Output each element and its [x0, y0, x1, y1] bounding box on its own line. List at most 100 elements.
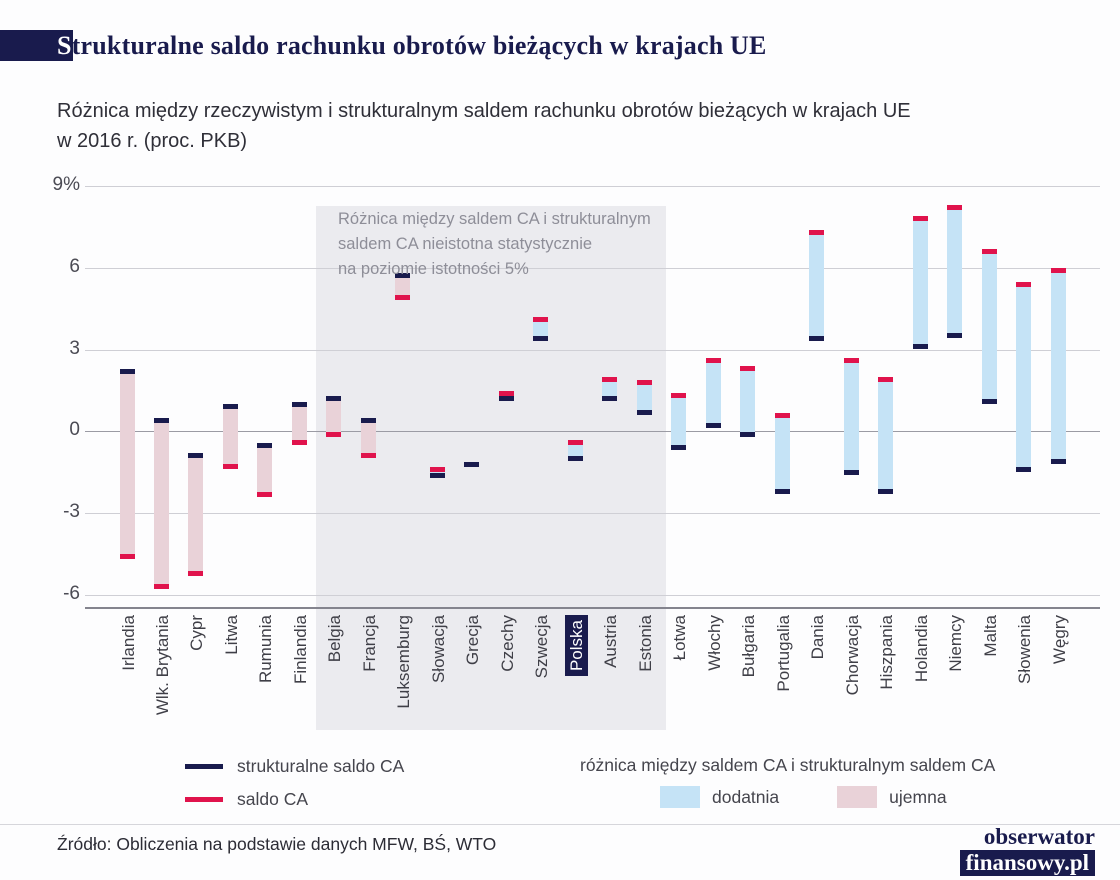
bar-fill [360, 420, 376, 456]
bar-fill [291, 404, 307, 443]
ca-cap [153, 584, 169, 590]
country-label: Irlandia [118, 615, 139, 745]
country-label: Dania [807, 615, 828, 745]
country-label-text: Grecja [463, 615, 483, 666]
country-label: Szwecja [531, 615, 552, 745]
country-label: Malta [980, 615, 1001, 745]
gridline [85, 595, 1100, 597]
title-accent-block [0, 30, 73, 61]
structural-ca-cap [843, 469, 859, 475]
gridline [85, 349, 1100, 351]
logo-finansowy-block: finansowy.pl [959, 850, 1095, 876]
bar-fill [429, 469, 445, 476]
country-label-text: Malta [980, 615, 1000, 657]
ca-cap [257, 491, 273, 497]
country-label: Chorwacja [842, 615, 863, 745]
country-label-text: Dania [808, 615, 828, 660]
bar-fill [153, 420, 169, 587]
structural-ca-cap [498, 396, 514, 402]
country-label: Wlk. Brytania [152, 615, 173, 745]
ca-cap [395, 295, 411, 301]
bar-fill [395, 275, 411, 298]
ca-cap [567, 439, 583, 445]
bar-fill [912, 218, 928, 347]
legend-structural-label: strukturalne saldo CA [237, 756, 405, 776]
country-label: Rumunia [255, 615, 276, 745]
country-label-text: Słowacja [428, 615, 448, 684]
structural-ca-cap [464, 461, 480, 467]
y-tick-label: -6 [63, 583, 80, 605]
ca-cap [222, 464, 238, 470]
bar-fill [1016, 284, 1032, 470]
bar-fill [981, 251, 997, 402]
bar-fill [119, 371, 135, 557]
legend-lines: strukturalne saldo CA saldo CA [185, 750, 404, 816]
bar-fill [671, 395, 687, 448]
highlight-region [315, 206, 667, 730]
country-label: Holandia [911, 615, 932, 745]
positive-diff-label: dodatnia [712, 786, 780, 807]
country-label: Belgia [324, 615, 345, 745]
bar-fill [533, 319, 549, 339]
ca-swatch [185, 797, 223, 802]
source-note: Źródło: Obliczenia na podstawie danych M… [57, 834, 497, 854]
ca-cap [360, 453, 376, 459]
structural-ca-cap [395, 273, 411, 279]
legend-diff-swatches: dodatnia ujemna [660, 786, 947, 808]
ca-cap [533, 317, 549, 323]
bar-fill [567, 442, 583, 459]
legend-structural-row: strukturalne saldo CA [185, 750, 404, 783]
country-label: Słowenia [1014, 615, 1035, 745]
country-label: Luksemburg [393, 615, 414, 745]
ca-cap [705, 358, 721, 364]
country-label: Cypr [186, 615, 207, 745]
structural-ca-cap [153, 418, 169, 424]
gridline [85, 431, 1100, 433]
structural-ca-cap [981, 398, 997, 404]
page-title: Strukturalne saldo rachunku obrotów bież… [57, 30, 767, 61]
structural-ca-cap [360, 418, 376, 424]
ca-cap [947, 205, 963, 211]
bar-fill [774, 415, 790, 492]
structural-ca-cap [602, 396, 618, 402]
country-label: Włochy [704, 615, 725, 745]
structural-ca-cap [326, 396, 342, 402]
structural-ca-cap [1050, 458, 1066, 464]
country-label: Austria [600, 615, 621, 745]
country-label-text: Irlandia [118, 615, 138, 671]
ca-cap [602, 377, 618, 383]
country-label-text: Chorwacja [842, 615, 862, 696]
ca-cap [1050, 268, 1066, 274]
country-label: Litwa [221, 615, 242, 745]
country-label-text: Portugalia [773, 615, 793, 692]
country-label-text: Niemcy [946, 615, 966, 672]
country-label-text: Finlandia [290, 615, 310, 684]
structural-ca-cap [567, 456, 583, 462]
ca-cap [981, 248, 997, 254]
country-label-text: Holandia [911, 615, 931, 683]
country-label-text: Cypr [187, 615, 207, 651]
country-label-text: Francja [359, 615, 379, 672]
country-label-text: Hiszpania [877, 615, 897, 690]
country-label-text: Estonia [635, 615, 655, 672]
country-label-text: Słowenia [1015, 615, 1035, 684]
country-label-text: Czechy [497, 615, 517, 672]
y-tick-label: 0 [69, 419, 80, 441]
country-label-text: Łotwa [670, 615, 690, 661]
country-label-text: Włochy [704, 615, 724, 671]
country-label: Łotwa [669, 615, 690, 745]
structural-ca-cap [912, 344, 928, 350]
y-tick-label: 9% [52, 174, 80, 195]
logo: obserwator finansowy.pl [959, 825, 1095, 876]
country-label-text: Bułgaria [739, 615, 759, 678]
y-tick-label: 3 [69, 337, 80, 359]
structural-ca-cap [119, 368, 135, 374]
country-label-text: Luksemburg [394, 615, 414, 709]
bar-fill [878, 379, 894, 492]
y-tick-label: -3 [63, 501, 80, 523]
bar-fill [602, 379, 618, 399]
structural-ca-cap [533, 336, 549, 342]
structural-ca-cap [429, 472, 445, 478]
